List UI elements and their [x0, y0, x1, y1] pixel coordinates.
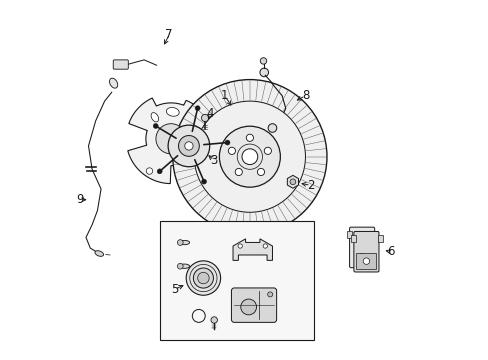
Circle shape — [172, 80, 326, 234]
Circle shape — [201, 179, 206, 184]
FancyBboxPatch shape — [349, 227, 374, 268]
Circle shape — [201, 114, 208, 122]
Text: 5: 5 — [170, 283, 178, 296]
Polygon shape — [127, 98, 208, 184]
Circle shape — [177, 264, 183, 269]
Circle shape — [363, 258, 369, 264]
Circle shape — [358, 253, 365, 260]
Circle shape — [210, 317, 217, 323]
Circle shape — [238, 244, 242, 248]
Ellipse shape — [179, 264, 189, 268]
Circle shape — [157, 169, 162, 174]
Text: 7: 7 — [165, 28, 173, 41]
Circle shape — [257, 168, 264, 176]
Text: 4: 4 — [206, 107, 214, 120]
Circle shape — [194, 101, 305, 212]
Circle shape — [186, 261, 220, 295]
Ellipse shape — [179, 240, 189, 245]
Text: 6: 6 — [386, 245, 394, 258]
Circle shape — [260, 68, 268, 77]
Bar — [372, 231, 378, 238]
Circle shape — [197, 272, 209, 284]
Circle shape — [264, 147, 271, 154]
Circle shape — [242, 149, 257, 165]
Bar — [377, 235, 382, 242]
Bar — [346, 231, 351, 238]
FancyBboxPatch shape — [353, 231, 378, 272]
Text: 1: 1 — [221, 89, 228, 102]
Circle shape — [156, 124, 185, 154]
Circle shape — [146, 168, 152, 174]
Circle shape — [260, 58, 266, 64]
FancyBboxPatch shape — [231, 288, 276, 322]
Bar — [350, 235, 355, 242]
Ellipse shape — [166, 108, 179, 116]
Circle shape — [267, 124, 276, 132]
Circle shape — [219, 126, 280, 187]
Ellipse shape — [151, 113, 158, 122]
Circle shape — [224, 140, 229, 145]
Ellipse shape — [109, 78, 118, 88]
Circle shape — [177, 240, 183, 246]
Circle shape — [246, 134, 253, 141]
Polygon shape — [233, 239, 272, 260]
Text: 2: 2 — [306, 179, 314, 192]
Circle shape — [184, 142, 193, 150]
Circle shape — [267, 292, 272, 297]
Ellipse shape — [95, 251, 103, 256]
Circle shape — [240, 299, 256, 315]
Bar — [160, 221, 314, 339]
Circle shape — [195, 106, 200, 111]
Bar — [356, 252, 376, 270]
Circle shape — [228, 147, 235, 154]
Circle shape — [168, 125, 209, 167]
Circle shape — [178, 135, 199, 156]
Text: 8: 8 — [301, 89, 308, 102]
Circle shape — [235, 168, 242, 176]
Polygon shape — [287, 175, 298, 188]
FancyBboxPatch shape — [113, 60, 128, 69]
Text: 9: 9 — [76, 193, 84, 206]
Circle shape — [289, 179, 295, 185]
Circle shape — [263, 244, 267, 248]
Circle shape — [153, 123, 158, 129]
Circle shape — [193, 268, 213, 288]
Circle shape — [196, 143, 203, 149]
Text: 3: 3 — [210, 154, 217, 167]
